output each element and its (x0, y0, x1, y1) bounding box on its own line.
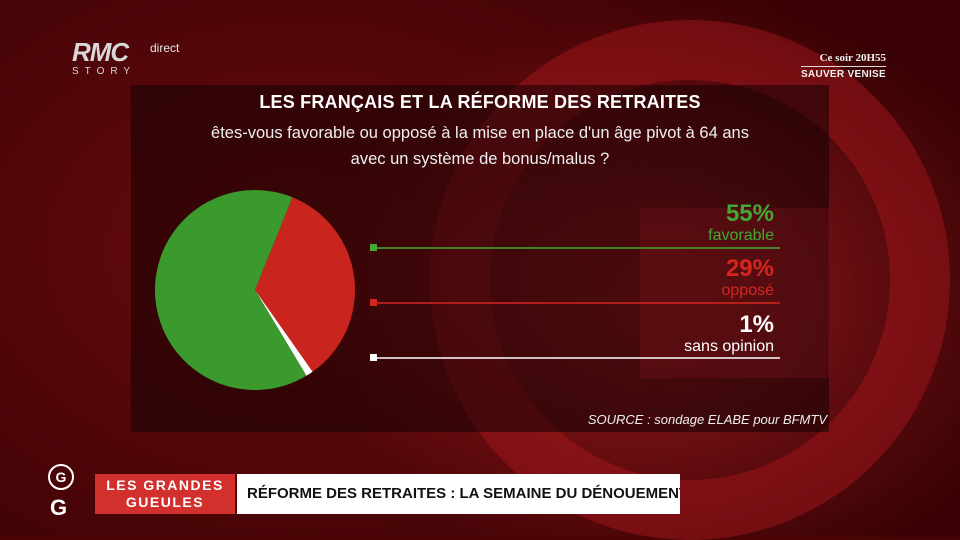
value-label-oppose: 29% (725, 255, 774, 282)
promo-badge: Ce soir 20H55 SAUVER VENISE (800, 52, 886, 80)
live-label: direct (150, 41, 180, 55)
chart-question: êtes-vous favorable ou opposé à la mise … (131, 120, 829, 172)
logo-sub: STORY (72, 66, 137, 77)
category-label-oppose: opposé (721, 282, 775, 299)
show-name: LES GRANDES GUEULES (95, 474, 235, 514)
promo-time: Ce soir 20H55 (800, 52, 886, 67)
g-letter-icon: G (50, 495, 68, 520)
value-label-sans-opinion: 1% (739, 311, 774, 338)
chart-title: LES FRANÇAIS ET LA RÉFORME DES RETRAITES (259, 92, 701, 112)
chart-source: SOURCE : sondage ELABE pour BFMTV (587, 412, 827, 427)
show-name-line-2: GUEULES (125, 494, 205, 510)
pie-slice-favorable (154, 189, 307, 390)
pie-slice-oppose (255, 197, 355, 372)
pie-slice-sans-opinion (255, 290, 313, 376)
value-label-favorable: 55% (725, 200, 774, 227)
question-line-2: avec un système de bonus/malus ? (350, 150, 610, 168)
pie-chart (154, 189, 355, 390)
show-name-line-1: LES GRANDES (106, 477, 224, 493)
legend-panel (640, 208, 830, 378)
channel-logo: RMC STORY direct (72, 37, 179, 78)
category-label-favorable: favorable (708, 227, 774, 244)
promo-title: SAUVER VENISE (800, 69, 886, 80)
logo-main: RMC (72, 37, 129, 67)
g-logo-icon: G (48, 464, 74, 490)
headline-banner: RÉFORME DES RETRAITES : LA SEMAINE DU DÉ… (237, 474, 680, 514)
category-label-sans-opinion: sans opinion (684, 338, 774, 355)
question-line-1: êtes-vous favorable ou opposé à la mise … (211, 124, 749, 142)
